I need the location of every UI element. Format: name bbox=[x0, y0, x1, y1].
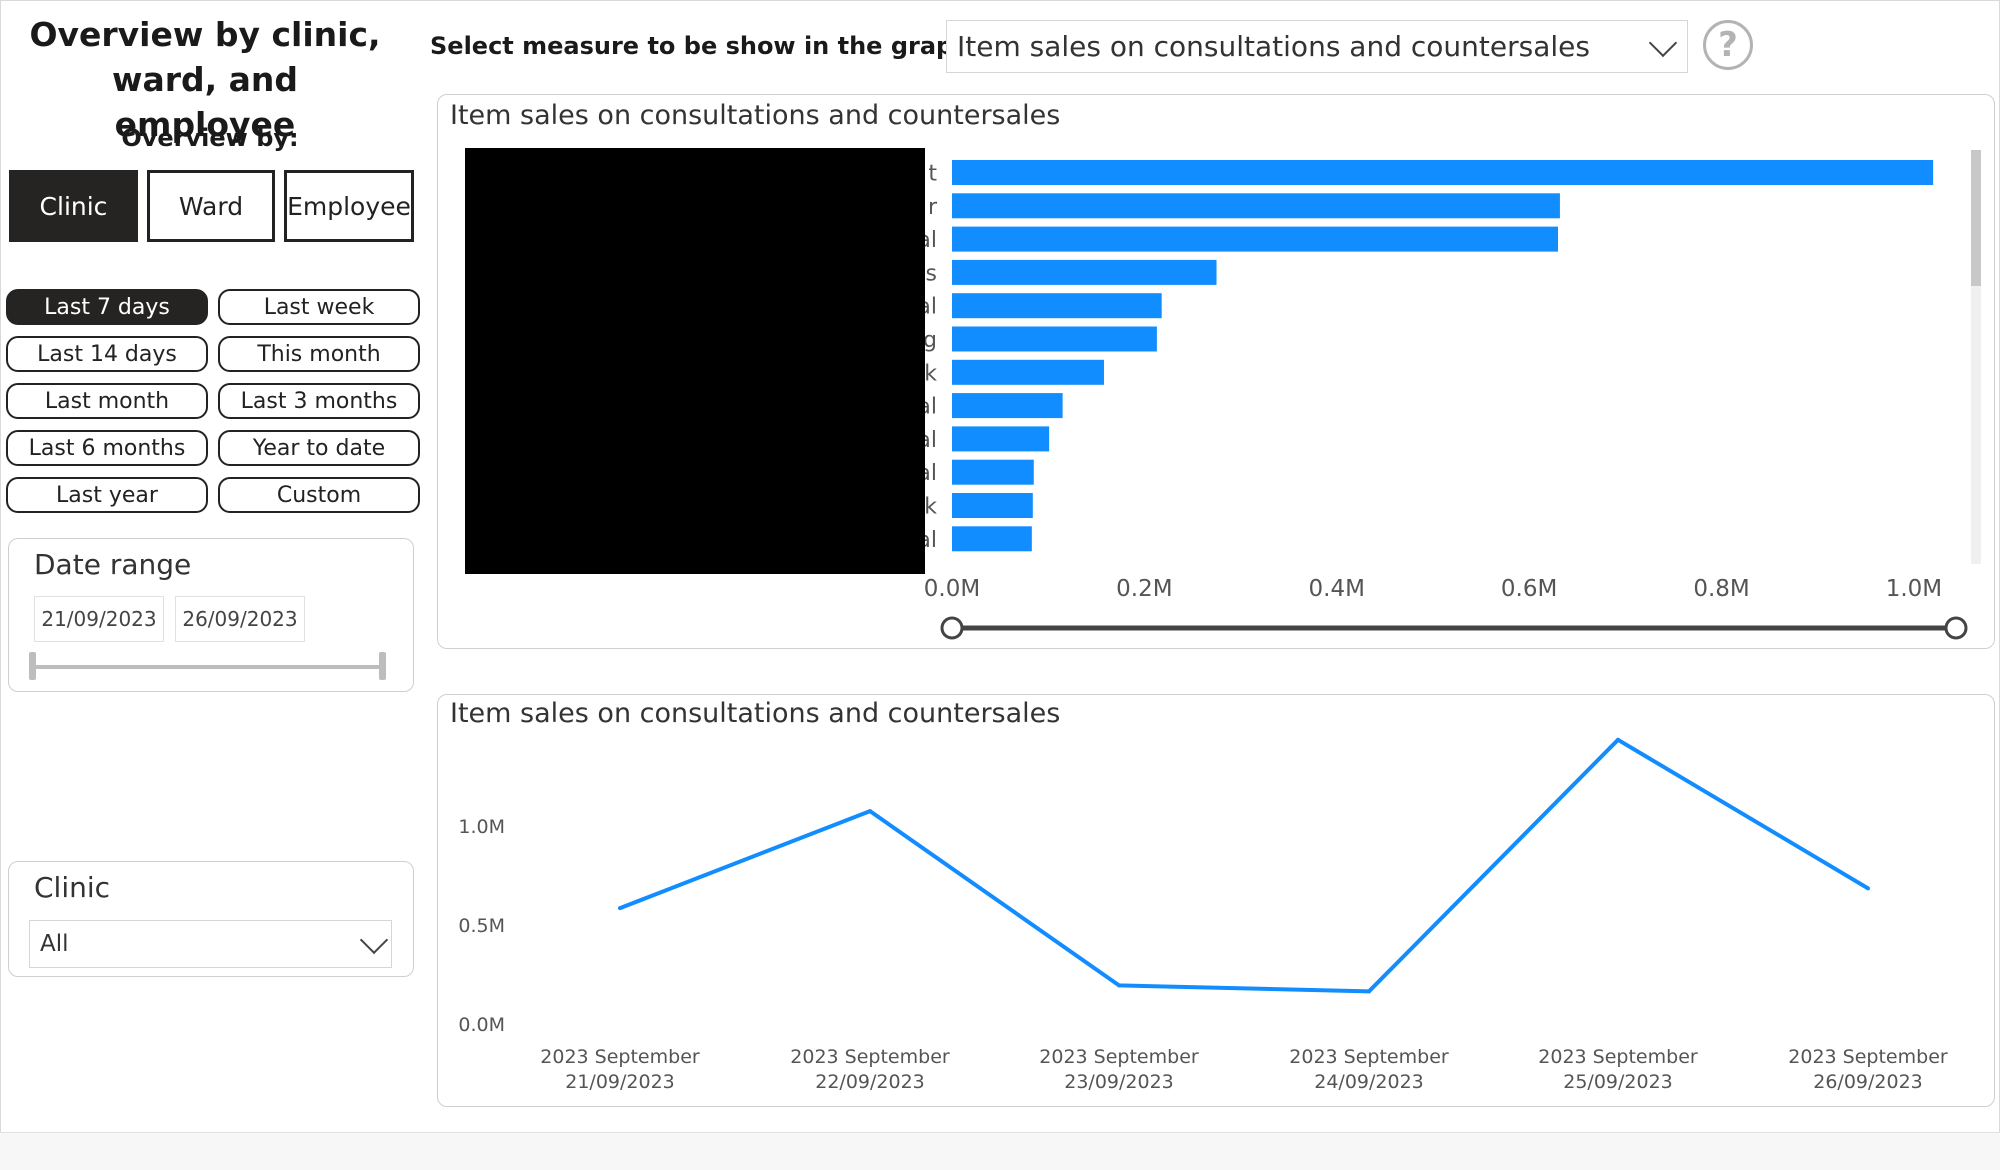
bar-category-label: s bbox=[926, 261, 937, 286]
x-tick-label: 0.2M bbox=[1116, 576, 1172, 602]
clinic-select[interactable]: All bbox=[29, 920, 392, 968]
x-tick-label: 1.0M bbox=[1886, 576, 1942, 602]
period-year-to-date-button[interactable]: Year to date bbox=[218, 430, 420, 466]
period-last-week-button[interactable]: Last week bbox=[218, 289, 420, 325]
x-tick-label: 0.6M bbox=[1501, 576, 1557, 602]
bar-category-label: g bbox=[923, 328, 937, 353]
overview-ward-button[interactable]: Ward bbox=[147, 170, 275, 242]
bar-chart-scrollbar[interactable] bbox=[1971, 150, 1981, 564]
zoom-slider-end-handle[interactable] bbox=[1944, 616, 1968, 640]
period-this-month-button[interactable]: This month bbox=[218, 336, 420, 372]
bar bbox=[952, 426, 1050, 452]
bar bbox=[952, 526, 1032, 552]
page-title: Overview by clinic, ward, and employee bbox=[29, 15, 381, 144]
x-tick-label: 0.8M bbox=[1693, 576, 1749, 602]
measure-select-value: Item sales on consultations and counters… bbox=[957, 30, 1590, 63]
bar bbox=[952, 259, 1217, 285]
date-start-input[interactable]: 21/09/2023 bbox=[34, 596, 164, 642]
overview-by-label: Overview by: bbox=[121, 124, 299, 152]
clinic-filter-title: Clinic bbox=[34, 871, 111, 904]
line-chart-card bbox=[437, 694, 1995, 1107]
bar-category-label: r bbox=[928, 195, 938, 220]
period-last-6-months-button[interactable]: Last 6 months bbox=[6, 430, 208, 466]
period-last-7-days-button[interactable]: Last 7 days bbox=[6, 289, 208, 325]
measure-select-label: Select measure to be show in the graphs: bbox=[430, 32, 995, 60]
overview-clinic-button[interactable]: Clinic bbox=[9, 170, 138, 242]
bar bbox=[952, 160, 1934, 185]
date-end-input[interactable]: 26/09/2023 bbox=[175, 596, 305, 642]
bottom-bar bbox=[0, 1132, 2000, 1170]
period-last-3-months-button[interactable]: Last 3 months bbox=[218, 383, 420, 419]
date-range-title: Date range bbox=[34, 548, 192, 581]
period-custom-button[interactable]: Custom bbox=[218, 477, 420, 513]
bar bbox=[952, 293, 1162, 319]
date-range-slider-track[interactable] bbox=[32, 665, 382, 669]
line-chart-title: Item sales on consultations and counters… bbox=[450, 698, 1061, 729]
bar bbox=[952, 393, 1063, 419]
bar bbox=[952, 193, 1560, 219]
help-icon[interactable]: ? bbox=[1703, 20, 1753, 70]
bar-category-label: k bbox=[924, 495, 937, 520]
period-last-year-button[interactable]: Last year bbox=[6, 477, 208, 513]
bar-chart-scroll-thumb[interactable] bbox=[1971, 150, 1981, 286]
bar-category-label: t bbox=[928, 162, 937, 187]
bar bbox=[952, 493, 1033, 518]
bar-chart-title: Item sales on consultations and counters… bbox=[450, 100, 1061, 131]
bar bbox=[952, 326, 1157, 352]
x-tick-label: 0.0M bbox=[924, 576, 980, 602]
date-range-start-handle[interactable] bbox=[29, 652, 36, 680]
date-range-end-handle[interactable] bbox=[379, 652, 386, 680]
bar bbox=[952, 459, 1034, 485]
x-tick-label: 0.4M bbox=[1309, 576, 1365, 602]
period-last-month-button[interactable]: Last month bbox=[6, 383, 208, 419]
clinic-select-value: All bbox=[40, 931, 69, 957]
period-last-14-days-button[interactable]: Last 14 days bbox=[6, 336, 208, 372]
bar bbox=[952, 359, 1104, 385]
overview-employee-button[interactable]: Employee bbox=[284, 170, 414, 242]
redacted-category-labels bbox=[465, 148, 925, 574]
bar-category-label: k bbox=[924, 361, 937, 386]
zoom-slider-start-handle[interactable] bbox=[940, 616, 964, 640]
bar bbox=[952, 226, 1558, 252]
measure-select[interactable]: Item sales on consultations and counters… bbox=[946, 20, 1688, 73]
